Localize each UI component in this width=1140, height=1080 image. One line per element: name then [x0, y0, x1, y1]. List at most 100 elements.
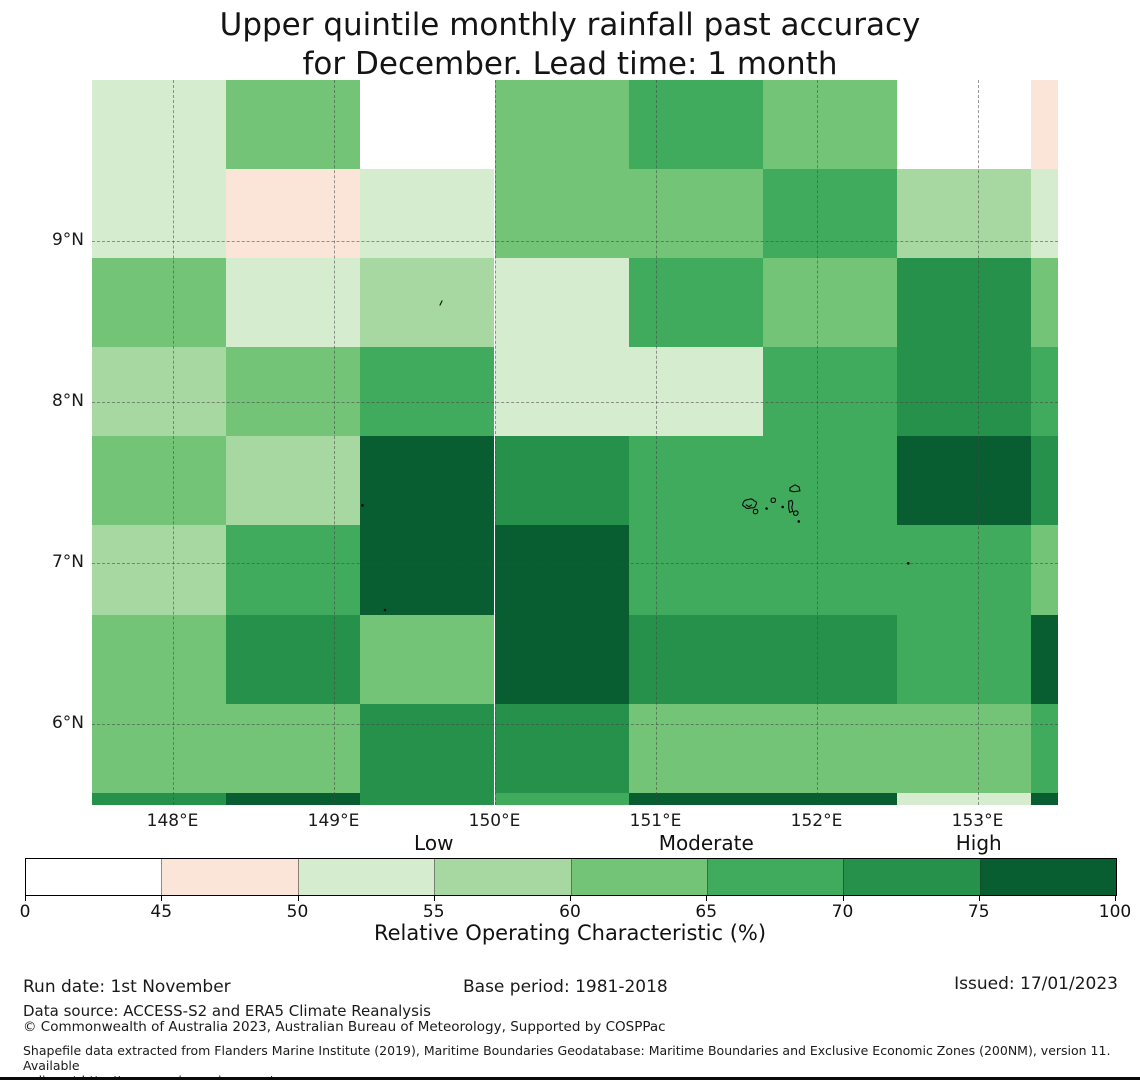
- map-cell: [226, 258, 361, 348]
- colorbar-segment: [26, 859, 163, 895]
- map-cell: [1031, 347, 1058, 437]
- map-cell: [762, 258, 897, 348]
- map-cell: [494, 436, 629, 526]
- map-cell: [226, 703, 361, 793]
- map-cell: [628, 258, 763, 348]
- colorbar-segment: [571, 859, 708, 895]
- map-cell: [360, 792, 495, 805]
- map-cell: [494, 80, 629, 170]
- gridline-horizontal: [92, 724, 1058, 726]
- map-cell: [494, 258, 629, 348]
- shapefile-attribution-text: Shapefile data extracted from Flanders M…: [23, 1043, 1129, 1080]
- map-cell: [762, 525, 897, 615]
- x-tick-label: 153°E: [951, 811, 1004, 831]
- map-cell: [226, 80, 361, 170]
- map-cell: [762, 80, 897, 170]
- map-cell: [226, 614, 361, 704]
- colorbar-tick-label: 100: [1098, 902, 1132, 922]
- map-cell: [762, 703, 897, 793]
- map-cell: [494, 525, 629, 615]
- map-cell: [494, 703, 629, 793]
- roc-heatmap: [92, 80, 1058, 805]
- copyright-text: © Commonwealth of Australia 2023, Austra…: [23, 1019, 666, 1035]
- colorbar-segment: [844, 859, 981, 895]
- colorbar-class-label: Moderate: [658, 831, 754, 855]
- base-period-text: Base period: 1981-2018: [463, 977, 668, 997]
- map-cell: [360, 258, 495, 348]
- colorbar-tick: [25, 895, 26, 901]
- map-cell: [628, 525, 763, 615]
- data-source-text: Data source: ACCESS-S2 and ERA5 Climate …: [23, 1002, 431, 1020]
- x-tick-label: 150°E: [468, 811, 521, 831]
- map-cell: [762, 792, 897, 805]
- map-cell: [628, 436, 763, 526]
- map-cell: [92, 169, 227, 259]
- colorbar-segment: [707, 859, 845, 895]
- colorbar-tick-label: 65: [695, 902, 718, 922]
- gridline-vertical: [333, 80, 335, 805]
- map-cell: [897, 614, 1032, 704]
- map-cell: [92, 614, 227, 704]
- map-cell: [92, 436, 227, 526]
- map-cell: [360, 614, 495, 704]
- chart-title: Upper quintile monthly rainfall past acc…: [0, 6, 1140, 84]
- map-cell: [897, 347, 1032, 437]
- map-cell: [226, 436, 361, 526]
- map-cell: [1031, 258, 1058, 348]
- map-cell: [360, 525, 495, 615]
- map-cell: [897, 792, 1032, 805]
- map-cell: [92, 347, 227, 437]
- x-tick-label: 151°E: [629, 811, 682, 831]
- colorbar-axis-label: Relative Operating Characteristic (%): [373, 921, 767, 945]
- colorbar-tick: [706, 895, 708, 901]
- shapefile-attribution-line: Shapefile data extracted from Flanders M…: [23, 1043, 1111, 1073]
- colorbar-tick: [161, 895, 163, 901]
- y-tick-label: 9°N: [51, 230, 84, 251]
- colorbar-tick-label: 50: [286, 902, 309, 922]
- gridline-vertical: [494, 80, 496, 805]
- map-cell: [897, 525, 1032, 615]
- map-cell: [762, 614, 897, 704]
- map-cell: [494, 614, 629, 704]
- map-cell: [628, 792, 763, 805]
- map-cell: [628, 614, 763, 704]
- colorbar-tick-label: 55: [422, 902, 445, 922]
- colorbar-class-label: High: [955, 831, 1002, 855]
- map-cell: [628, 347, 763, 437]
- colorbar-tick: [433, 895, 435, 901]
- run-date-text: Run date: 1st November: [23, 977, 231, 997]
- colorbar-tick-label: 75: [967, 902, 990, 922]
- chart-title-line2: for December. Lead time: 1 month: [302, 46, 838, 82]
- x-tick-label: 152°E: [790, 811, 843, 831]
- map-cell: [92, 703, 227, 793]
- colorbar-segment: [298, 859, 436, 895]
- colorbar-class-label: Low: [414, 831, 454, 855]
- map-cell: [762, 169, 897, 259]
- chart-title-line1: Upper quintile monthly rainfall past acc…: [219, 7, 921, 43]
- colorbar-tick: [1115, 895, 1116, 901]
- map-cell: [92, 258, 227, 348]
- map-cell: [762, 347, 897, 437]
- map-cell: [1031, 614, 1058, 704]
- shapefile-attribution-line: online at http://www.marineregions.org/.: [23, 1073, 1129, 1080]
- colorbar-tick-label: 60: [559, 902, 581, 922]
- colorbar-tick-label: 45: [150, 902, 173, 922]
- map-cell: [92, 80, 227, 170]
- map-cell: [897, 703, 1032, 793]
- map-cell: [360, 347, 495, 437]
- gridline-vertical: [172, 80, 174, 805]
- map-cell: [897, 258, 1032, 348]
- colorbar-segment: [162, 859, 299, 895]
- map-cell: [897, 436, 1032, 526]
- colorbar-tick: [978, 895, 980, 901]
- map-cell: [360, 703, 495, 793]
- map-cell: [494, 347, 629, 437]
- gridline-vertical: [655, 80, 657, 805]
- colorbar-tick-label: 0: [19, 902, 31, 922]
- x-tick-label: 149°E: [307, 811, 360, 831]
- colorbar-tick: [842, 895, 844, 901]
- map-cell: [1031, 525, 1058, 615]
- y-tick-label: 6°N: [51, 713, 84, 734]
- y-tick-label: 8°N: [51, 391, 84, 412]
